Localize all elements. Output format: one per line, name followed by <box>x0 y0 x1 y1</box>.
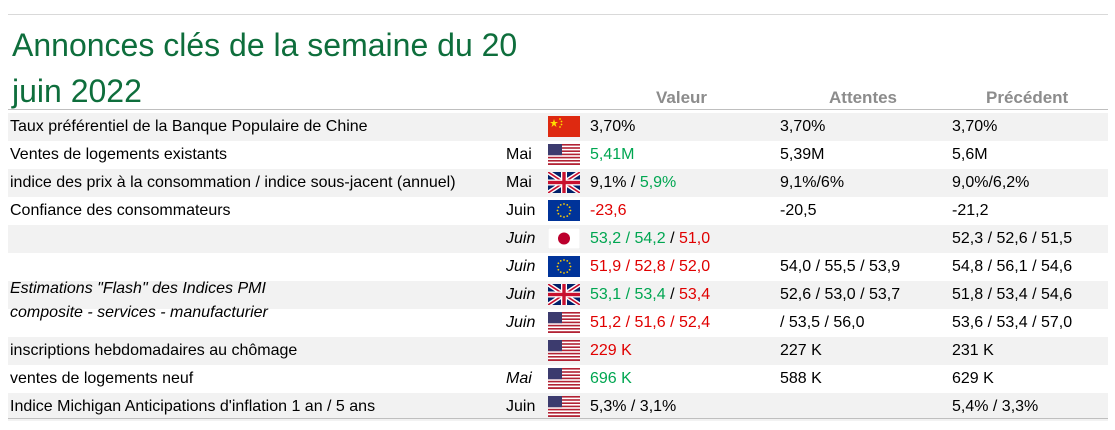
header-divider <box>8 109 1108 110</box>
row-previous: 54,8 / 56,1 / 54,6 <box>952 258 1073 275</box>
row-value: 696 K <box>590 365 632 393</box>
value-segment: 53,1 / 53,4 <box>590 286 666 303</box>
value-segment: 229 K <box>590 342 632 359</box>
row-previous: 52,3 / 52,6 / 51,5 <box>952 230 1073 247</box>
china-flag-icon <box>548 116 580 137</box>
row-label: Taux préférentiel de la Banque Populaire… <box>10 118 368 135</box>
row-value: 51,2 / 51,6 / 52,4 <box>590 309 710 337</box>
row-expected: 52,6 / 53,0 / 53,7 <box>780 286 901 303</box>
uk-flag-icon <box>548 172 580 193</box>
row-previous: 53,6 / 53,4 / 57,0 <box>952 314 1073 331</box>
value-segment: 5,41M <box>590 146 635 163</box>
page-title: Annonces clés de la semaine du 20 juin 2… <box>12 27 518 109</box>
value-segment: / <box>665 286 679 303</box>
usa-flag-icon <box>548 368 580 389</box>
row-previous: 5,4% / 3,3% <box>952 398 1039 415</box>
eu-flag-icon <box>548 256 580 277</box>
table-row: Indice Michigan Anticipations d'inflatio… <box>8 393 1108 421</box>
row-expected: 5,39M <box>780 146 825 163</box>
row-previous: -21,2 <box>952 202 989 219</box>
row-value: 5,41M <box>590 141 634 169</box>
value-segment: 9,1% <box>590 174 627 191</box>
row-period: Juin <box>506 286 536 303</box>
usa-flag-icon <box>548 340 580 361</box>
row-period: Juin <box>506 398 536 415</box>
bottom-divider <box>8 418 1108 419</box>
row-value: 3,70% <box>590 113 635 141</box>
row-expected: 588 K <box>780 370 822 387</box>
value-segment: 51,0 <box>678 230 711 247</box>
row-expected: -20,5 <box>780 202 817 219</box>
value-segment: 51,2 / 51,6 / 52,4 <box>590 314 711 331</box>
value-segment: 53,4 <box>678 286 711 303</box>
value-segment: 51,9 / 52,8 / 52,0 <box>590 258 711 275</box>
usa-flag-icon <box>548 144 580 165</box>
row-value: -23,6 <box>590 197 626 225</box>
pmi-label-line1: Estimations "Flash" des Indices PMI <box>10 280 266 297</box>
header-expected: Attentes <box>829 88 898 107</box>
row-period: Juin <box>506 230 536 247</box>
row-label: Ventes de logements existants <box>10 146 228 163</box>
eu-flag-icon <box>548 200 580 221</box>
row-expected: 227 K <box>780 342 822 359</box>
table-row: Juin 51,2 / 51,6 / 52,4 / 53,5 / 56,0 53,6… <box>8 309 1108 337</box>
row-value: 9,1% / 5,9% <box>590 169 676 197</box>
row-value: 53,2 / 54,2 / 51,0 <box>590 225 710 253</box>
japan-flag-icon <box>548 228 580 249</box>
value-segment: 5,9% <box>639 174 677 191</box>
row-period: Mai <box>506 370 532 387</box>
pmi-group-label: Estimations "Flash" des Indices PMI comp… <box>10 277 268 325</box>
row-label: inscriptions hebdomadaires au chômage <box>10 342 298 359</box>
row-label: indice des prix à la consommation / indi… <box>10 174 456 191</box>
row-expected: / 53,5 / 56,0 <box>780 314 865 331</box>
row-value: 53,1 / 53,4 / 53,4 <box>590 281 710 309</box>
value-segment: 53,2 / 54,2 <box>590 230 666 247</box>
row-value: 229 K <box>590 337 632 365</box>
usa-flag-icon <box>548 396 580 417</box>
table-row: Taux préférentiel de la Banque Populaire… <box>8 113 1108 141</box>
row-expected: 9,1%/6% <box>780 174 845 191</box>
row-period: Juin <box>506 258 536 275</box>
row-period: Juin <box>506 314 536 331</box>
row-period: Juin <box>506 202 536 219</box>
pmi-label-line2: composite - services - manufacturier <box>10 304 268 321</box>
row-label: Confiance des consommateurs <box>10 202 231 219</box>
row-period: Mai <box>506 174 532 191</box>
table-row: inscriptions hebdomadaires au chômage 229… <box>8 337 1108 365</box>
row-value: 5,3% / 3,1% <box>590 393 676 421</box>
row-previous: 51,8 / 53,4 / 54,6 <box>952 286 1073 303</box>
top-divider <box>8 14 1108 15</box>
value-segment: 5,3% / 3,1% <box>590 398 677 415</box>
row-previous: 231 K <box>952 342 994 359</box>
table-row: ventes de logements neuf Mai 696 K 588 K 629… <box>8 365 1108 393</box>
row-period: Mai <box>506 146 532 163</box>
uk-flag-icon <box>548 284 580 305</box>
table-row: indice des prix à la consommation / indi… <box>8 169 1108 197</box>
table-row: Ventes de logements existants Mai 5,41M 5,3… <box>8 141 1108 169</box>
row-previous: 9,0%/6,2% <box>952 174 1030 191</box>
row-expected: 3,70% <box>780 118 826 135</box>
row-expected: 54,0 / 55,5 / 53,9 <box>780 258 901 275</box>
row-label: Indice Michigan Anticipations d'inflatio… <box>10 398 376 415</box>
usa-flag-icon <box>548 312 580 333</box>
value-segment: -23,6 <box>590 202 627 219</box>
row-previous: 3,70% <box>952 118 998 135</box>
value-segment: / <box>626 174 640 191</box>
value-segment: 3,70% <box>590 118 636 135</box>
table-row: Confiance des consommateurs Juin -23,6 -20,… <box>8 197 1108 225</box>
row-previous: 5,6M <box>952 146 988 163</box>
table-row: Juin 53,1 / 53,4 / 53,4 52,6 / 53,0 / 53,7… <box>8 281 1108 309</box>
header-previous: Précédent <box>986 88 1069 107</box>
row-previous: 629 K <box>952 370 994 387</box>
row-value: 51,9 / 52,8 / 52,0 <box>590 253 710 281</box>
table-row: Juin 51,9 / 52,8 / 52,0 54,0 / 55,5 / 53,9… <box>8 253 1108 281</box>
header-value: Valeur <box>656 88 708 107</box>
row-label: ventes de logements neuf <box>10 370 194 387</box>
value-segment: 696 K <box>590 370 632 387</box>
value-segment: / <box>665 230 679 247</box>
table-row: Juin 53,2 / 54,2 / 51,0 52,3 / 52,6 / 51,5 <box>8 225 1108 253</box>
